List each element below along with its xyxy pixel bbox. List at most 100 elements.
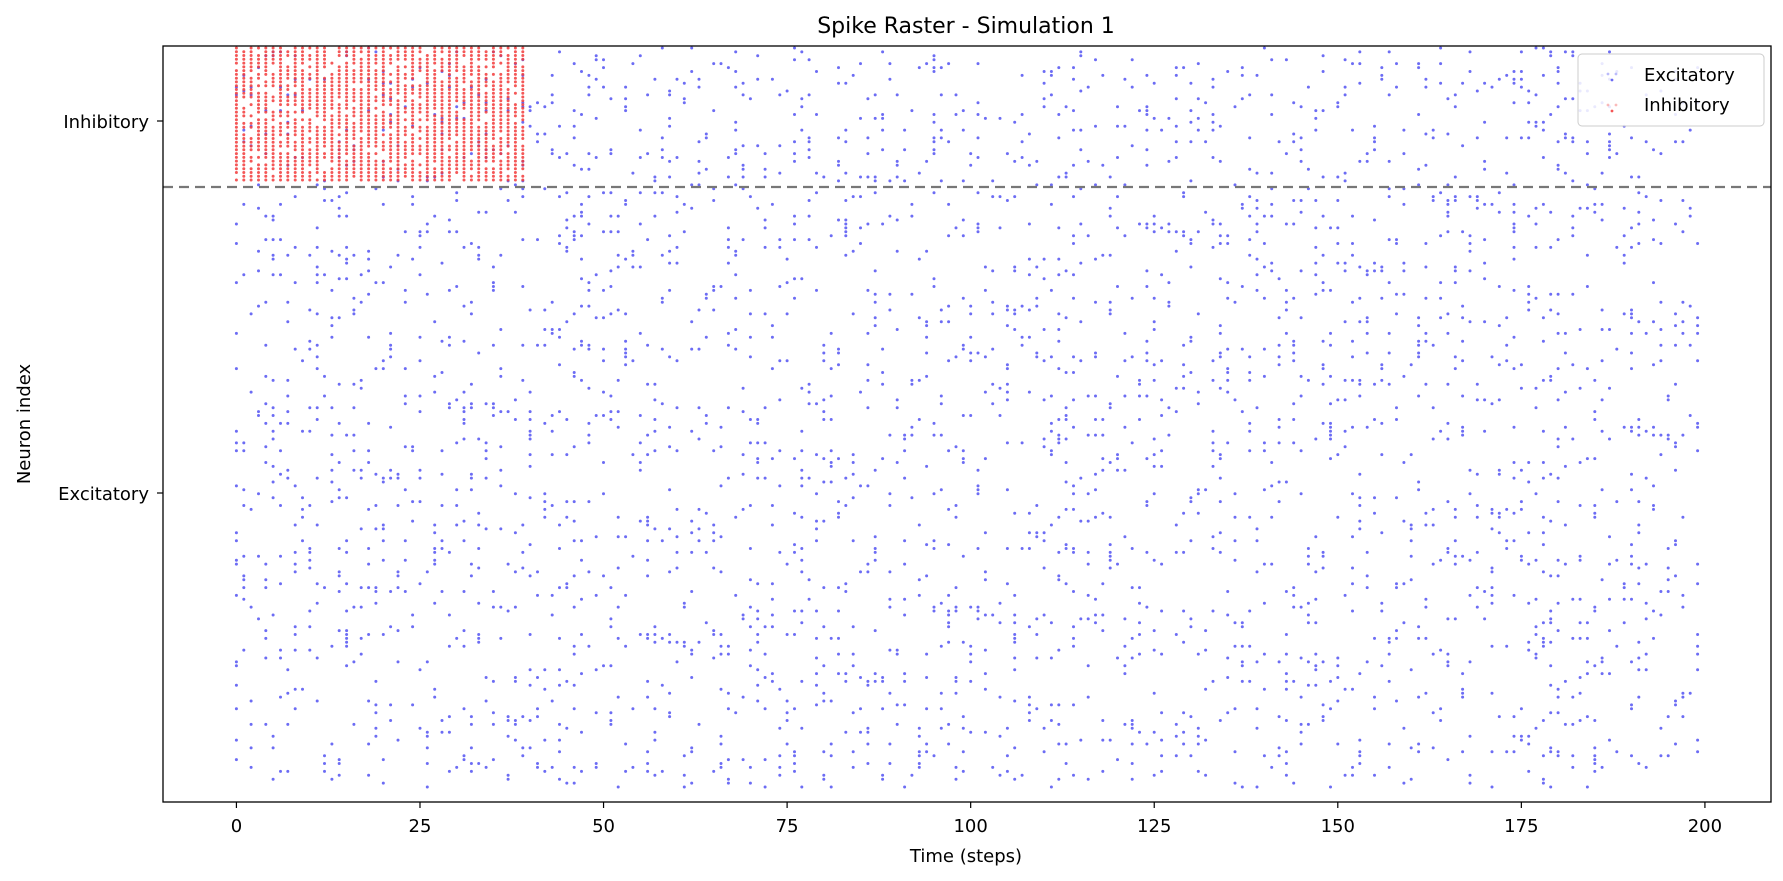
excitatory-spike bbox=[345, 496, 349, 500]
excitatory-spike bbox=[1652, 504, 1655, 507]
inhibitory-spike bbox=[447, 69, 451, 73]
excitatory-spike bbox=[1674, 574, 1677, 578]
excitatory-spike bbox=[403, 394, 407, 398]
inhibitory-spike bbox=[249, 155, 253, 159]
excitatory-spike bbox=[624, 202, 628, 206]
inhibitory-spike bbox=[264, 91, 268, 95]
excitatory-spike bbox=[756, 441, 760, 445]
inhibitory-spike bbox=[418, 110, 422, 114]
excitatory-spike bbox=[609, 230, 613, 234]
excitatory-spike bbox=[1079, 476, 1083, 480]
excitatory-spike bbox=[1196, 734, 1200, 738]
excitatory-spike bbox=[770, 582, 774, 586]
inhibitory-spike bbox=[286, 171, 290, 174]
inhibitory-spike bbox=[271, 110, 275, 114]
excitatory-spike bbox=[609, 722, 613, 726]
inhibitory-spike bbox=[337, 84, 341, 88]
excitatory-spike bbox=[580, 769, 583, 773]
excitatory-spike bbox=[594, 77, 598, 81]
inhibitory-spike bbox=[418, 144, 422, 148]
inhibitory-spike bbox=[499, 144, 503, 148]
excitatory-spike bbox=[1497, 363, 1501, 367]
inhibitory-spike bbox=[506, 125, 510, 129]
excitatory-spike bbox=[668, 445, 672, 449]
excitatory-spike bbox=[1351, 765, 1354, 769]
excitatory-spike bbox=[528, 308, 532, 312]
inhibitory-spike bbox=[293, 140, 297, 144]
excitatory-spike bbox=[323, 769, 326, 773]
excitatory-spike bbox=[1358, 382, 1362, 386]
inhibitory-spike bbox=[389, 91, 393, 95]
excitatory-spike bbox=[1358, 762, 1362, 765]
excitatory-spike bbox=[1211, 359, 1215, 363]
excitatory-spike bbox=[932, 547, 936, 550]
inhibitory-spike bbox=[411, 54, 415, 57]
excitatory-spike bbox=[594, 762, 598, 765]
excitatory-spike bbox=[837, 672, 840, 676]
excitatory-spike bbox=[286, 93, 290, 97]
excitatory-spike bbox=[675, 535, 679, 539]
excitatory-spike bbox=[1563, 136, 1567, 140]
excitatory-spike bbox=[1490, 644, 1494, 648]
excitatory-spike bbox=[800, 468, 804, 472]
inhibitory-spike bbox=[447, 159, 451, 163]
excitatory-spike bbox=[1409, 523, 1413, 527]
excitatory-spike bbox=[1152, 437, 1156, 441]
excitatory-spike bbox=[653, 527, 657, 531]
excitatory-spike bbox=[1027, 511, 1031, 515]
excitatory-spike bbox=[1204, 101, 1208, 105]
inhibitory-spike bbox=[462, 76, 466, 80]
excitatory-spike bbox=[1027, 308, 1031, 312]
excitatory-spike bbox=[558, 242, 561, 245]
x-axis-ticks: 0 25 50 75 100 125 150 175 200 bbox=[231, 802, 1722, 837]
excitatory-spike bbox=[668, 425, 672, 429]
inhibitory-spike bbox=[403, 129, 407, 133]
excitatory-spike bbox=[616, 605, 620, 609]
excitatory-spike bbox=[954, 609, 958, 613]
excitatory-spike bbox=[873, 269, 877, 273]
excitatory-spike bbox=[1468, 781, 1472, 785]
excitatory-spike bbox=[983, 355, 987, 359]
excitatory-spike bbox=[616, 515, 620, 519]
excitatory-spike bbox=[1321, 253, 1325, 257]
inhibitory-spike bbox=[477, 144, 481, 148]
excitatory-spike bbox=[1336, 453, 1340, 457]
inhibitory-spike bbox=[469, 69, 473, 73]
excitatory-spike bbox=[469, 242, 473, 245]
excitatory-spike bbox=[1622, 586, 1626, 590]
excitatory-spike bbox=[1483, 167, 1487, 171]
excitatory-spike bbox=[616, 535, 620, 539]
excitatory-spike bbox=[837, 609, 840, 613]
excitatory-spike bbox=[279, 273, 282, 277]
excitatory-spike bbox=[455, 105, 459, 109]
inhibitory-spike bbox=[286, 54, 290, 57]
excitatory-spike bbox=[234, 558, 238, 562]
excitatory-spike bbox=[315, 601, 319, 605]
excitatory-spike bbox=[917, 765, 921, 769]
excitatory-spike bbox=[1439, 558, 1443, 562]
excitatory-spike bbox=[1439, 81, 1443, 85]
excitatory-spike bbox=[352, 468, 356, 472]
inhibitory-spike bbox=[491, 159, 495, 163]
excitatory-spike bbox=[249, 765, 253, 769]
excitatory-spike bbox=[1424, 382, 1428, 386]
excitatory-spike bbox=[1284, 590, 1288, 593]
excitatory-spike bbox=[1630, 367, 1633, 371]
inhibitory-spike bbox=[433, 148, 437, 152]
inhibitory-spike bbox=[271, 144, 275, 148]
excitatory-spike bbox=[352, 312, 356, 316]
excitatory-spike bbox=[558, 50, 561, 54]
excitatory-spike bbox=[653, 633, 657, 636]
excitatory-spike bbox=[616, 230, 620, 234]
excitatory-spike bbox=[1563, 679, 1567, 683]
inhibitory-spike bbox=[455, 125, 459, 129]
excitatory-spike bbox=[1072, 636, 1075, 640]
excitatory-spike bbox=[991, 179, 995, 183]
inhibitory-spike bbox=[374, 88, 378, 91]
excitatory-spike bbox=[1284, 308, 1288, 312]
excitatory-spike bbox=[1424, 331, 1428, 335]
excitatory-spike bbox=[770, 457, 774, 461]
excitatory-spike bbox=[572, 644, 576, 648]
inhibitory-spike bbox=[389, 61, 393, 65]
excitatory-spike bbox=[668, 633, 672, 636]
